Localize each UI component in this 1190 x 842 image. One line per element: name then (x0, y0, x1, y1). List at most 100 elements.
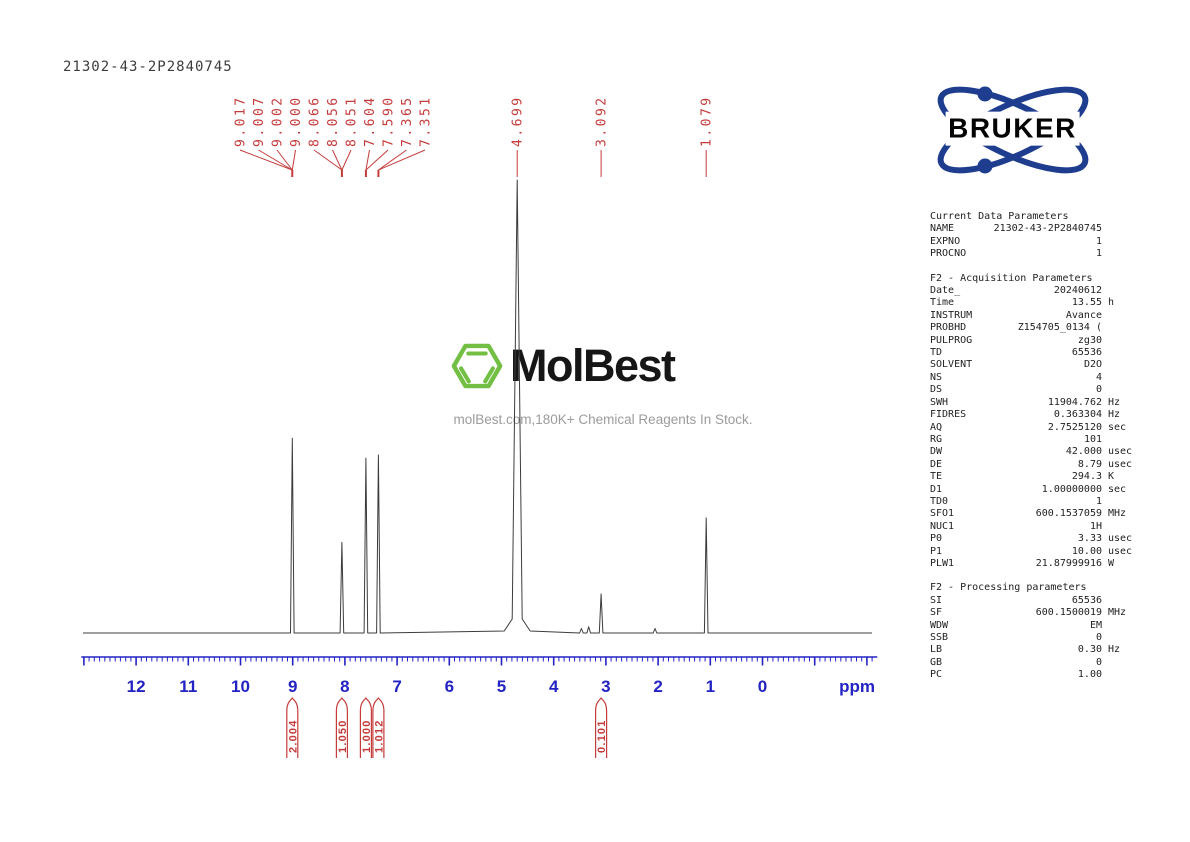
integral-bracket (595, 697, 608, 758)
param-key: TD0 (930, 495, 949, 507)
molbest-watermark: MolBest (450, 338, 676, 394)
x-axis-tick-label: 1 (706, 677, 715, 696)
param-unit (1102, 657, 1154, 669)
param-value: 10.00 (1071, 545, 1102, 557)
param-key: NS (930, 371, 943, 383)
param-section-title: F2 - Processing parameters (930, 582, 1087, 594)
integral-value: 2.004 (287, 719, 299, 753)
param-unit: usec (1108, 545, 1133, 557)
param-key: SF (930, 607, 943, 619)
param-unit: Hz (1108, 644, 1121, 656)
param-key: Time (930, 297, 955, 309)
peak-connector-line (313, 149, 343, 171)
param-value: zg30 (1077, 334, 1102, 346)
param-unit (1102, 372, 1154, 384)
param-unit (1102, 248, 1154, 260)
param-value: 8.79 (1077, 458, 1102, 470)
bruker-ellipse (937, 86, 1089, 174)
param-key: SI (930, 594, 943, 606)
param-unit (1102, 285, 1154, 297)
param-unit (1102, 595, 1154, 607)
param-row: Date_ 20240612 (930, 285, 1154, 297)
param-key: GB (930, 656, 943, 668)
x-axis-tick-label: 3 (601, 677, 610, 696)
param-unit (1102, 496, 1154, 508)
integral-bracket (335, 697, 348, 758)
peak-shift-label: 4.699 (511, 95, 526, 147)
param-key: INSTRUM (930, 309, 973, 321)
param-row: AQ 2.7525120 sec (930, 422, 1154, 434)
param-unit (1102, 236, 1154, 248)
param-value: 65536 (1071, 347, 1102, 359)
param-value: 65536 (1071, 594, 1102, 606)
param-value: 4 (1095, 371, 1102, 383)
peak-shift-label: 9.017 (234, 95, 249, 147)
bruker-logo-graphic (937, 86, 1089, 174)
param-unit (1102, 322, 1154, 334)
param-unit: Hz (1108, 396, 1121, 408)
param-value: 0.30 (1077, 644, 1102, 656)
param-value: 1 (1095, 495, 1102, 507)
param-row: NUC1 1H (930, 521, 1154, 533)
param-value: 42.000 (1065, 446, 1102, 458)
bruker-logo-text: BRUKER (945, 111, 1080, 146)
param-value: 0 (1095, 632, 1102, 643)
param-value: 11904.762 (1047, 396, 1102, 408)
param-row: Time 13.55 h (930, 297, 1154, 309)
param-value: 21.87999916 (1035, 557, 1102, 569)
param-row: TD 65536 (930, 347, 1154, 359)
param-unit: sec (1108, 483, 1127, 495)
param-unit: MHz (1108, 508, 1127, 520)
param-key: DS (930, 384, 943, 396)
param-key: D1 (930, 483, 943, 495)
param-key: TD (930, 347, 943, 359)
integral-bracket (359, 697, 372, 758)
param-row: P0 3.33 usec (930, 533, 1154, 545)
param-unit (1102, 223, 1154, 235)
param-unit (1102, 359, 1154, 371)
peak-connector-line (378, 149, 426, 171)
param-unit: W (1108, 557, 1115, 569)
param-value: 3.33 (1077, 533, 1102, 545)
param-row: GB 0 (930, 657, 1154, 669)
param-unit (1102, 521, 1154, 533)
integral-value: 1.050 (337, 719, 349, 753)
param-section: Current Data Parameters NAME 21302-43-2P28… (930, 211, 1154, 261)
bruker-dot (977, 86, 993, 102)
param-key: TE (930, 471, 943, 483)
param-row: NS 4 (930, 372, 1154, 384)
integral-value: 1.012 (373, 719, 385, 753)
param-value: D2O (1083, 359, 1102, 371)
param-value: Avance (1065, 309, 1102, 321)
param-row: LB 0.30 Hz (930, 644, 1154, 656)
param-unit: K (1108, 471, 1115, 483)
integral-value: 1.000 (361, 719, 373, 753)
param-value: 600.1537059 (1035, 508, 1102, 520)
molbest-tagline: molBest.com,180K+ Chemical Reagents In S… (453, 412, 753, 427)
param-value: 21302-43-2P2840745 (993, 223, 1102, 235)
peak-connector-line (258, 149, 293, 171)
param-row: TD0 1 (930, 496, 1154, 508)
param-row: PULPROG zg30 (930, 335, 1154, 347)
x-axis-tick-label: 8 (340, 677, 349, 696)
param-value: 20240612 (1053, 285, 1102, 297)
param-unit (1102, 434, 1154, 446)
peak-shift-label: 1.079 (700, 95, 715, 147)
param-row: NAME 21302-43-2P2840745 (930, 223, 1154, 235)
param-unit (1102, 669, 1154, 681)
x-axis-tick-label: 2 (653, 677, 662, 696)
param-section-title: Current Data Parameters (930, 211, 1069, 222)
param-key: EXPNO (930, 235, 961, 247)
param-row: PC 1.00 (930, 669, 1154, 681)
bruker-ellipse (937, 86, 1089, 174)
param-key: DE (930, 458, 943, 470)
param-value: 0 (1095, 384, 1102, 396)
param-key: FIDRES (930, 409, 967, 421)
param-section-title: F2 - Acquisition Parameters (930, 272, 1093, 284)
peak-shift-label: 9.000 (289, 95, 304, 147)
param-unit: usec (1108, 458, 1133, 470)
param-unit (1102, 347, 1154, 359)
x-axis-tick-label: 12 (127, 677, 146, 696)
